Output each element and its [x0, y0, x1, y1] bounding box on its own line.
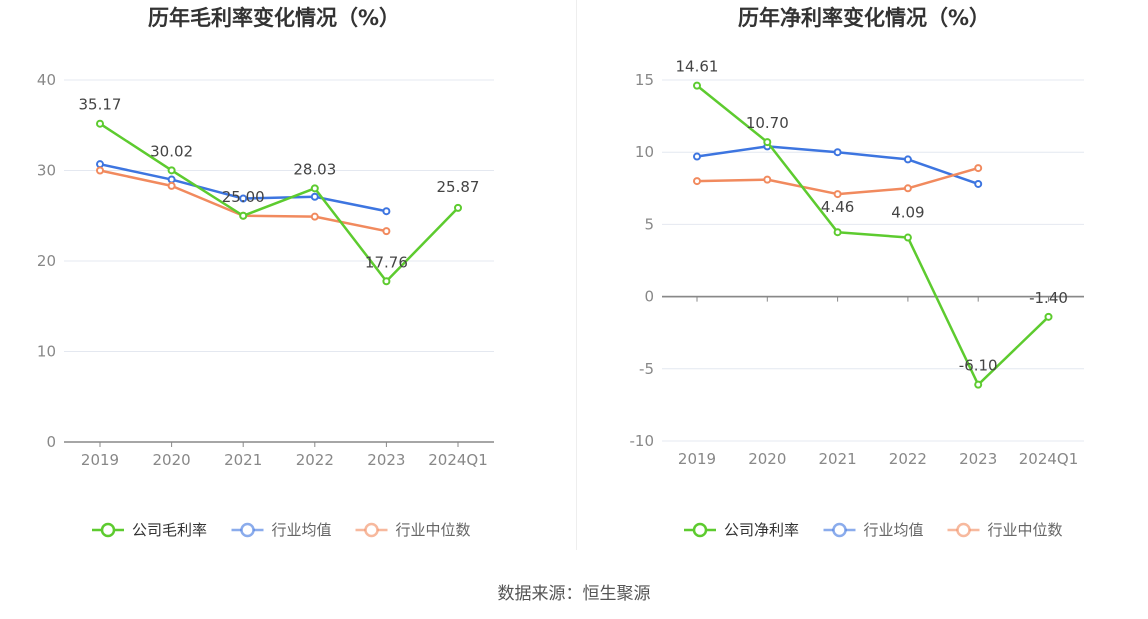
data-point	[693, 81, 701, 90]
legend-item: 行业中位数	[947, 521, 1063, 539]
y-tick-label: 10	[635, 143, 654, 161]
data-point	[693, 177, 701, 186]
legend-label: 公司毛利率	[132, 521, 207, 539]
data-point	[763, 175, 772, 184]
data-label: 4.09	[891, 204, 924, 222]
data-point	[763, 138, 772, 147]
y-tick-label: 40	[37, 71, 56, 89]
data-point	[903, 184, 912, 193]
panel-divider	[576, 0, 577, 550]
net-margin-chart: 历年净利率变化情况（%） -10 -5 0 5 10 15 2019 2020 2021 2022 2…	[630, 6, 1084, 539]
data-label: -6.10	[959, 357, 998, 375]
data-point	[310, 184, 319, 193]
legend-label: 行业均值	[272, 521, 332, 539]
data-point	[96, 119, 104, 128]
data-label: 28.03	[293, 160, 336, 178]
x-tick-label: 2020	[153, 451, 191, 469]
x-tick-label: 2019	[678, 450, 716, 468]
gross-margin-chart: 历年毛利率变化情况（%） 0 10 20 30 40 2019 2020 2021 2022 202…	[37, 6, 494, 539]
data-point	[310, 192, 319, 201]
data-point	[833, 190, 842, 199]
y-tick-label: 15	[635, 71, 654, 89]
data-label: 17.76	[365, 253, 408, 271]
legend-marker	[100, 522, 116, 538]
data-point	[96, 166, 104, 175]
data-point	[310, 212, 319, 221]
data-label: 4.46	[821, 198, 854, 216]
data-label: 25.87	[437, 178, 480, 196]
data-point	[382, 227, 391, 236]
y-tick-label: -5	[639, 360, 654, 378]
net-margin-panel: 历年净利率变化情况（%） -10 -5 0 5 10 15 2019 2020 2021 2022 2…	[574, 0, 1148, 560]
data-point	[239, 211, 248, 220]
legend-item: 公司毛利率	[92, 521, 207, 539]
legend-marker	[692, 522, 708, 538]
y-tick-label: 0	[644, 288, 654, 306]
x-tick-label: 2021	[224, 451, 262, 469]
data-point	[454, 203, 462, 212]
chart-title: 历年毛利率变化情况（%）	[148, 6, 400, 30]
data-point	[974, 179, 983, 188]
legend-marker	[832, 522, 847, 538]
legend-label: 行业均值	[864, 521, 924, 539]
x-tick-label: 2021	[819, 450, 857, 468]
data-point	[382, 207, 391, 216]
y-tick-label: 20	[37, 252, 56, 270]
data-point	[974, 380, 983, 389]
y-tick-label: 30	[37, 162, 56, 180]
legend-marker	[240, 522, 255, 538]
data-source-note: 数据来源：恒生聚源	[497, 584, 651, 604]
legend-label: 行业中位数	[396, 521, 471, 539]
x-tick-label: 2023	[959, 450, 997, 468]
x-tick-label: 2019	[81, 451, 119, 469]
data-point	[833, 228, 842, 237]
data-point	[167, 181, 176, 190]
y-tick-label: 0	[46, 433, 56, 451]
x-tick-label: 2022	[889, 450, 927, 468]
x-tick-label: 2020	[748, 450, 786, 468]
data-point	[1044, 312, 1053, 321]
y-tick-label: 5	[644, 215, 654, 233]
y-tick-label: -10	[630, 432, 655, 450]
legend-item: 行业均值	[823, 521, 924, 539]
legend-marker	[364, 522, 379, 538]
x-tick-label: 2024Q1	[1019, 450, 1079, 468]
data-label: 35.17	[79, 96, 122, 114]
series-line	[99, 122, 459, 283]
data-point	[239, 194, 248, 203]
chart-title: 历年净利率变化情况（%）	[738, 6, 990, 30]
legend-item: 行业均值	[231, 521, 332, 539]
legend-item: 公司净利率	[684, 521, 799, 539]
data-point	[96, 160, 104, 169]
x-tick-label: 2024Q1	[428, 451, 488, 469]
data-point	[903, 233, 912, 242]
gross-margin-panel: 历年毛利率变化情况（%） 0 10 20 30 40 2019 2020 2021 2022 202…	[0, 0, 574, 560]
x-tick-label: 2023	[367, 451, 405, 469]
data-point	[903, 155, 912, 164]
data-point	[167, 166, 176, 175]
x-tick-label: 2022	[296, 451, 334, 469]
legend-marker	[956, 522, 971, 538]
data-point	[382, 277, 391, 286]
data-label: 25.00	[222, 188, 265, 206]
legend-label: 行业中位数	[988, 521, 1063, 539]
data-label: 30.02	[150, 142, 193, 160]
data-point	[974, 164, 983, 173]
data-point	[167, 175, 176, 184]
legend-item: 行业中位数	[355, 521, 471, 539]
data-label: 14.61	[676, 58, 719, 76]
y-tick-label: 10	[37, 343, 56, 361]
data-label: 10.70	[746, 114, 789, 132]
legend-label: 公司净利率	[724, 521, 799, 539]
data-point	[833, 148, 842, 157]
data-point	[693, 152, 701, 161]
series-line	[696, 84, 1050, 386]
data-label: -1.40	[1029, 289, 1068, 307]
